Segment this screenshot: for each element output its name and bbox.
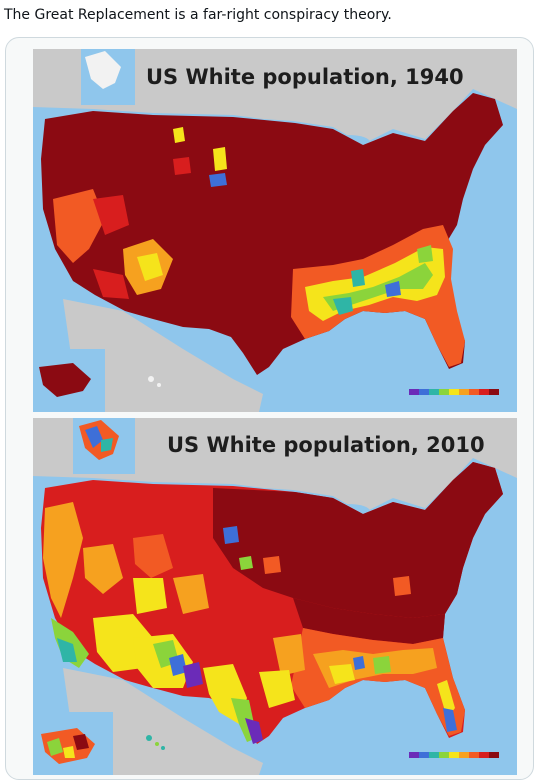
legend-swatch-icon xyxy=(409,389,499,395)
map-2010: US White population, 2010 xyxy=(33,418,517,775)
tweet-text: The Great Replacement is a far-right con… xyxy=(4,7,392,23)
legend-swatch-icon xyxy=(409,752,499,758)
map-1940: US White population, 1940 xyxy=(33,49,517,412)
map-2010-graphic xyxy=(33,418,517,775)
map-2010-title: US White population, 2010 xyxy=(167,433,485,457)
map-1940-title: US White population, 1940 xyxy=(146,65,464,89)
map-1940-graphic xyxy=(33,49,517,412)
tweet-media[interactable]: US White population, 1940 xyxy=(5,37,534,780)
